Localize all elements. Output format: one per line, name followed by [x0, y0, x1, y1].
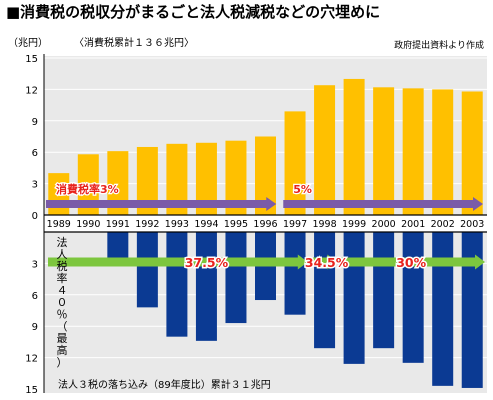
bar-corporate-shortfall-2003	[461, 232, 483, 388]
bar-corporate-shortfall-1998	[314, 232, 336, 349]
bar-consumption-tax-2001	[402, 88, 424, 215]
corporate-rate-vertical-label: 法人税率４０％（最高）	[57, 235, 68, 369]
x-tick-label: 2002	[431, 219, 455, 230]
chart-title: ■消費税の税収分がまるごと法人税減税などの穴埋めに	[6, 3, 381, 21]
bar-corporate-shortfall-1995	[225, 232, 247, 324]
y-tick-label: 12	[25, 85, 38, 96]
bar-consumption-tax-1992	[136, 146, 158, 215]
consumption-tax-rate-label: 消費税率3%	[56, 182, 119, 196]
bar-corporate-shortfall-1992	[136, 232, 158, 308]
bar-consumption-tax-1997	[284, 111, 306, 215]
bar-consumption-tax-1990	[77, 154, 99, 215]
bar-consumption-tax-1998	[314, 85, 336, 215]
y-tick-label: 15	[25, 54, 38, 65]
bar-corporate-shortfall-1997	[284, 232, 306, 315]
bar-corporate-shortfall-1999	[343, 232, 365, 364]
source-note: 政府提出資料より作成	[394, 39, 484, 51]
consumption-tax-rate-arrow	[46, 197, 277, 211]
x-tick-label: 1992	[135, 219, 159, 230]
bar-consumption-tax-1996	[255, 136, 276, 215]
consumption-tax-rate-label: 5%	[293, 183, 312, 196]
bar-consumption-tax-2000	[373, 87, 395, 215]
bar-consumption-tax-1993	[166, 143, 188, 215]
bar-consumption-tax-1995	[225, 140, 247, 215]
bar-corporate-shortfall-2001	[402, 232, 424, 363]
x-tick-label: 1995	[224, 219, 248, 230]
corporate-tax-rate-arrow	[310, 254, 338, 270]
unit-label: （兆円）	[8, 37, 48, 49]
bar-corporate-shortfall-1993	[166, 232, 188, 337]
bar-consumption-tax-1999	[343, 78, 365, 215]
bar-corporate-shortfall-2002	[432, 232, 454, 386]
y-tick-label: 9	[32, 117, 38, 128]
y-tick-label: 0	[32, 211, 38, 222]
corporate-tax-rate-label: 37.5%	[185, 255, 229, 270]
x-tick-label: 1994	[194, 219, 218, 230]
top-note: 〈消費税累計１３６兆円〉	[74, 36, 194, 49]
year-band	[44, 215, 487, 232]
corporate-tax-rate-arrow	[48, 254, 308, 270]
bar-consumption-tax-2002	[432, 89, 454, 215]
corporate-tax-rate-label: 30%	[396, 255, 426, 270]
x-tick-label: 1998	[312, 219, 336, 230]
x-tick-label: 1999	[342, 219, 366, 230]
x-tick-label: 1990	[76, 219, 100, 230]
corporate-tax-rate-arrow	[340, 254, 485, 270]
bar-consumption-tax-1991	[107, 151, 129, 215]
x-tick-label: 1991	[106, 219, 130, 230]
bar-corporate-shortfall-1991	[107, 232, 129, 262]
x-tick-label: 1989	[47, 219, 71, 230]
y-tick-label: 15	[25, 385, 38, 396]
x-tick-label: 2001	[401, 219, 425, 230]
y-tick-label: 3	[32, 180, 38, 191]
bar-consumption-tax-1994	[195, 142, 217, 215]
y-tick-label: 12	[25, 354, 38, 365]
bar-consumption-tax-2003	[461, 91, 483, 215]
consumption-tax-rate-arrow	[283, 197, 483, 211]
bar-corporate-shortfall-2000	[373, 232, 395, 349]
y-tick-label: 6	[32, 148, 38, 159]
x-tick-label: 1993	[165, 219, 189, 230]
x-tick-label: 1996	[253, 219, 277, 230]
x-tick-label: 1997	[283, 219, 307, 230]
bottom-note: 法人３税の落ち込み（89年度比）累計３１兆円	[58, 378, 271, 391]
y-tick-label: 9	[32, 322, 38, 333]
y-tick-label: 3	[32, 259, 38, 270]
x-tick-label: 2003	[460, 219, 484, 230]
y-tick-label: 6	[32, 291, 38, 302]
bar-corporate-shortfall-1994	[195, 232, 217, 341]
corporate-tax-rate-label: 34.5%	[305, 255, 349, 270]
x-tick-label: 2000	[372, 219, 396, 230]
